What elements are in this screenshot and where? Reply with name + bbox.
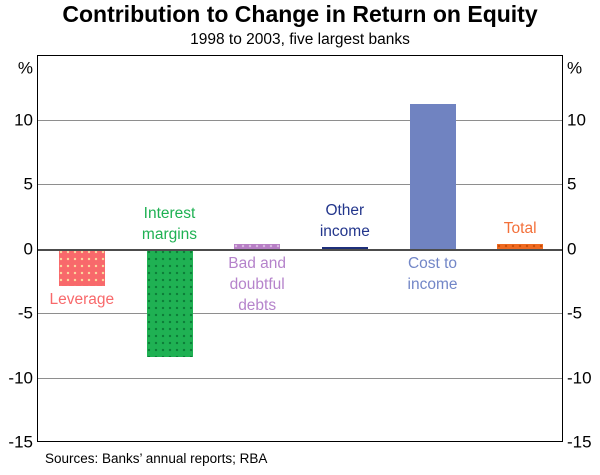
bar-total <box>497 244 544 250</box>
gridline--10 <box>38 377 562 379</box>
gridline-5 <box>38 184 562 185</box>
axis-label-right-0: 0 <box>567 239 577 258</box>
bar-label-cost-to-income: Cost to income <box>407 254 458 293</box>
axis-label-left-0: 0 <box>23 239 33 258</box>
bar-leverage <box>58 249 105 286</box>
axis-label-left-10: 10 <box>14 110 33 129</box>
bar-label-total: Total <box>503 220 537 238</box>
chart-subtitle: 1998 to 2003, five largest banks <box>190 31 410 48</box>
axis-label-right--5: -5 <box>567 303 583 323</box>
axis-label-right-5: 5 <box>567 174 577 194</box>
axis-label-right--10: -10 <box>567 368 592 387</box>
bar-label-interest-margins: Interest margins <box>141 204 198 243</box>
chart-title: Contribution to Change in Return on Equi… <box>62 1 538 27</box>
gridline--5 <box>38 313 562 314</box>
axis-label-right-10: 10 <box>567 110 586 129</box>
axis-label-left--15: -15 <box>8 432 33 452</box>
axis-label-left-%: % <box>17 58 33 78</box>
axis-label-right--15: -15 <box>567 432 592 452</box>
bar-bad-and-doubtful-debts <box>234 244 281 250</box>
source-note: Sources: Banks’ annual reports; RBA <box>45 451 268 466</box>
gridline-10 <box>38 119 562 121</box>
bar-other-income <box>321 246 368 250</box>
axis-label-left--5: -5 <box>17 303 33 323</box>
bar-cost-to-income <box>409 103 456 250</box>
plot-area: Leverage Interest margins Bad and doubtful de… <box>37 55 563 442</box>
bar-label-leverage: Leverage <box>49 290 115 308</box>
zero-line <box>38 248 562 251</box>
bar-label-bad-and-doubtful-debts: Bad and doubtful debts <box>228 254 287 314</box>
axis-label-left--10: -10 <box>8 368 33 387</box>
y-axis-left: % 10 5 0 -5 -10 -15 <box>0 55 33 450</box>
bar-label-other-income: Other income <box>319 201 370 240</box>
axis-label-right-%: % <box>567 58 583 78</box>
y-axis-right: % 10 5 0 -5 -10 -15 <box>567 55 600 450</box>
bar-interest-margins <box>146 249 193 357</box>
axis-label-left-5: 5 <box>23 174 33 194</box>
